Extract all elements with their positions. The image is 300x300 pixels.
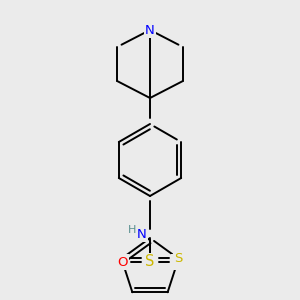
Text: O: O — [117, 256, 127, 268]
Text: O: O — [173, 256, 183, 268]
Text: S: S — [174, 252, 183, 265]
Text: S: S — [145, 254, 155, 269]
Text: H: H — [128, 225, 136, 235]
Text: N: N — [145, 23, 155, 37]
Text: N: N — [137, 227, 147, 241]
